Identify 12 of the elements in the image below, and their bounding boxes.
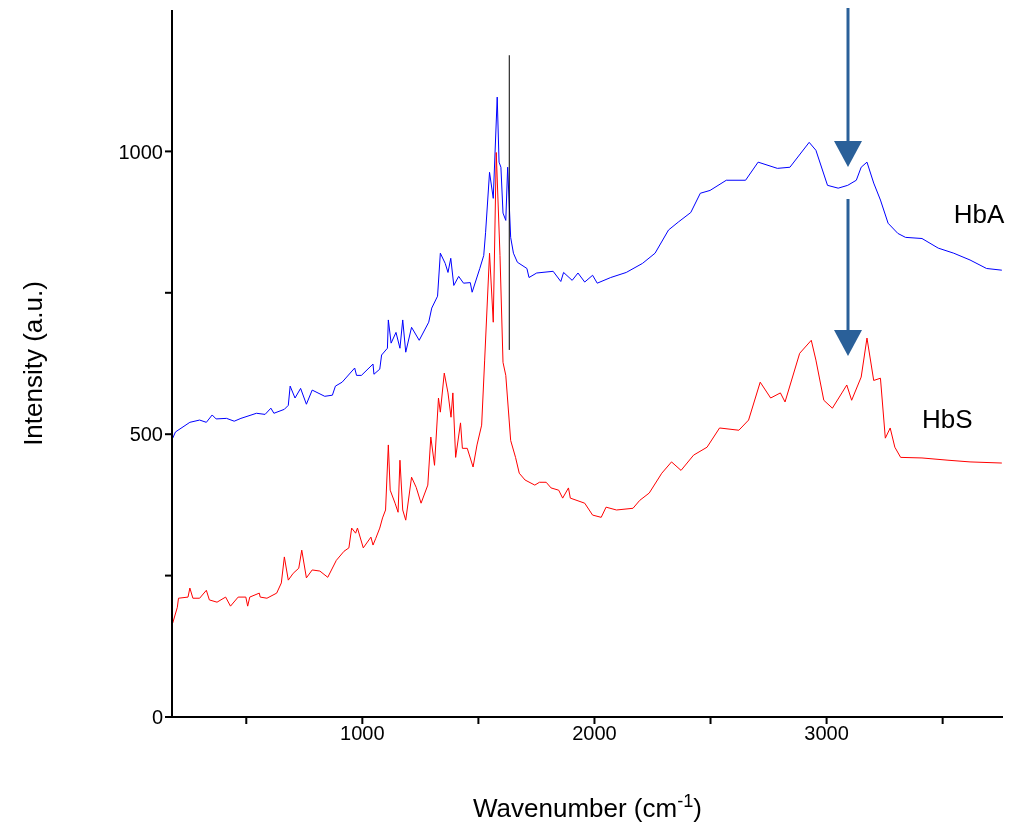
series-label: HbA: [953, 199, 1006, 230]
series-label: HbS: [921, 403, 973, 434]
line-series: [172, 96, 1003, 439]
y-axis-title: Intensity (a.u.): [17, 281, 48, 446]
x-tick-label: 2000: [572, 722, 617, 745]
line-series: [172, 152, 1003, 624]
y-tick-label: 1000: [118, 140, 163, 163]
y-tick-label: 0: [151, 706, 163, 729]
x-tick-label: 3000: [804, 722, 849, 745]
x-axis-title: Wavenumber (cm$^{-1}$): [472, 791, 703, 823]
y-tick-label: 500: [129, 423, 163, 446]
x-tick-label: 1000: [340, 722, 385, 745]
